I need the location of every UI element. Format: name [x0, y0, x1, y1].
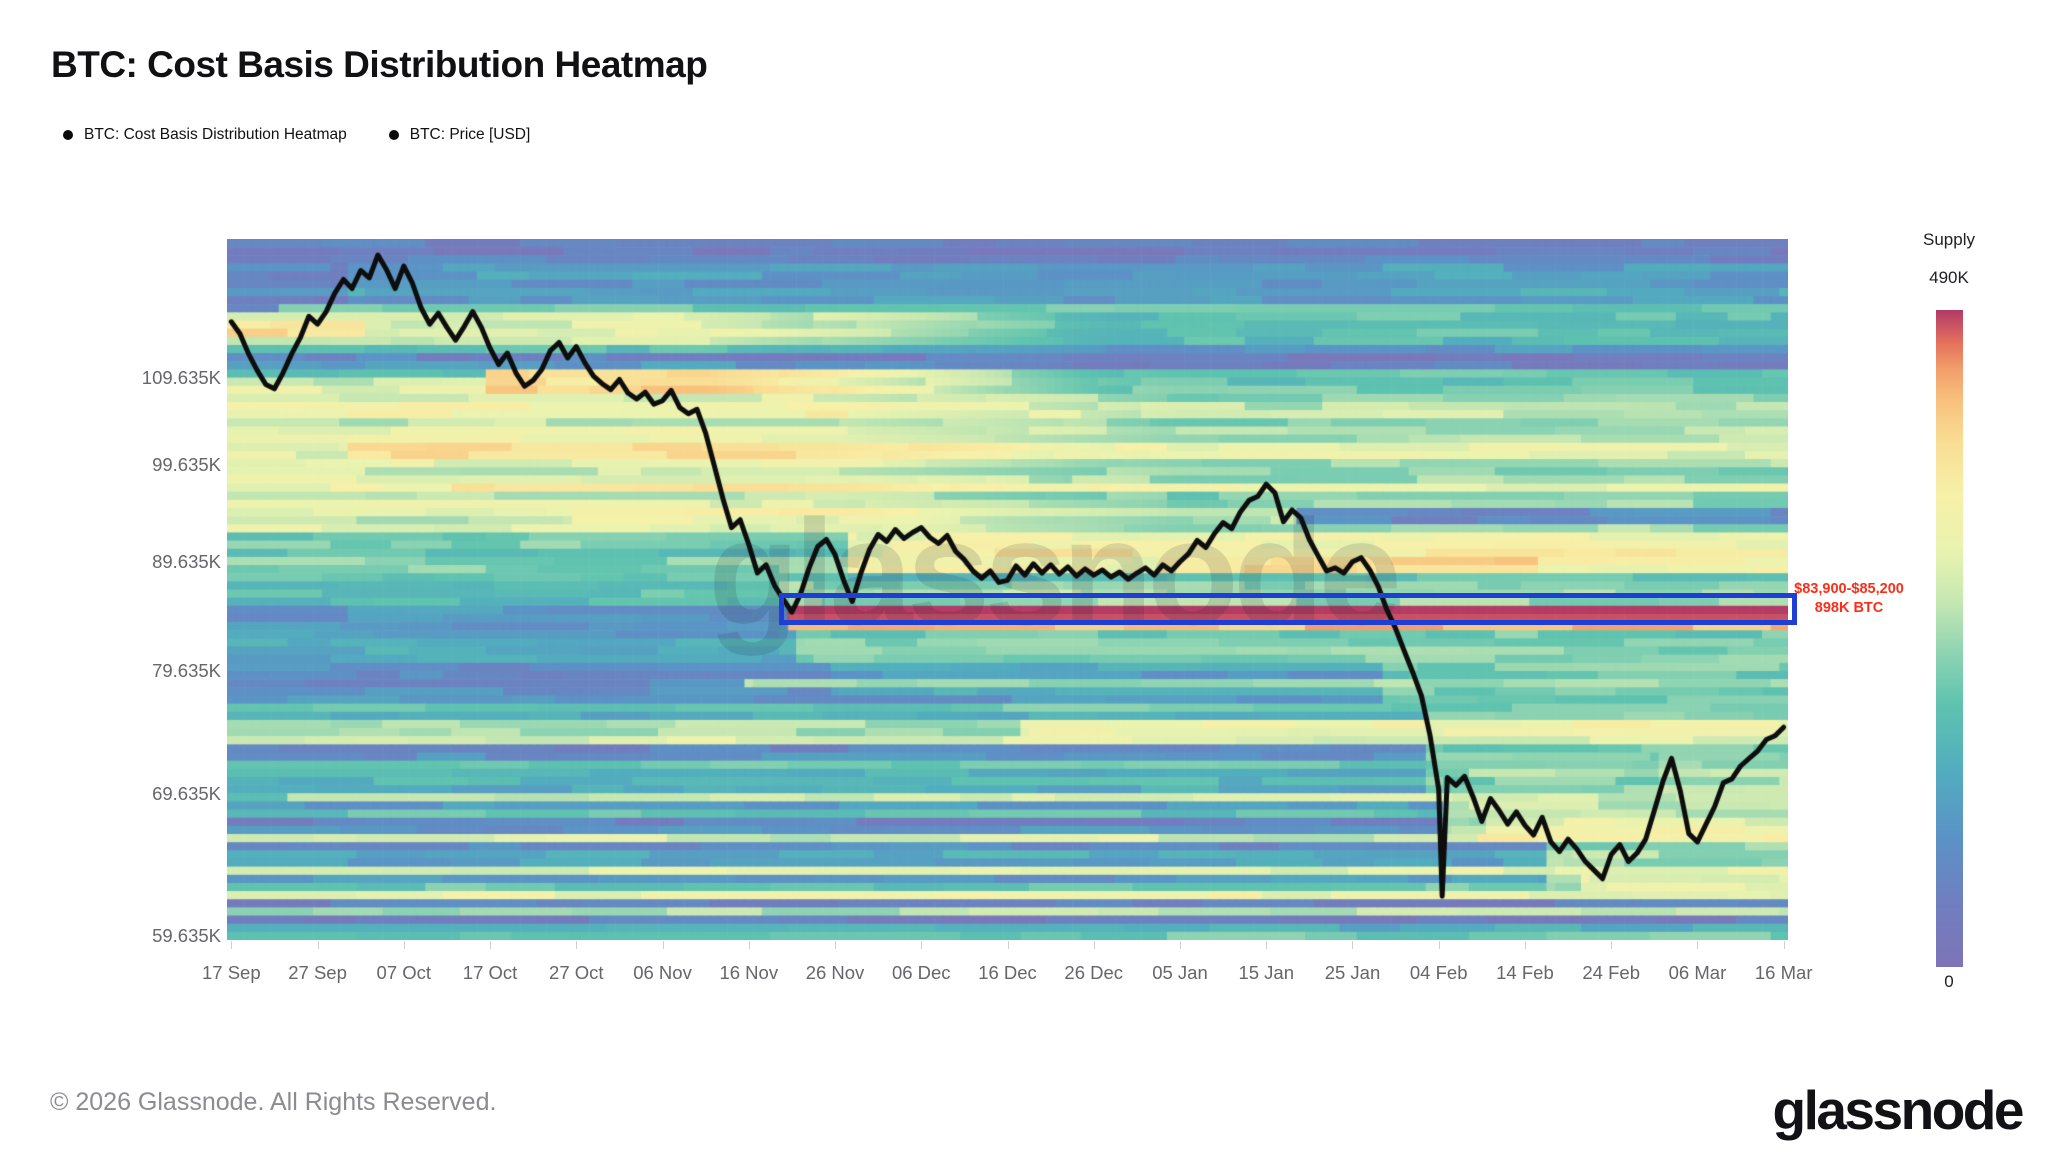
legend-item-1[interactable]: BTC: Price [USD] [388, 126, 531, 144]
x-axis-label: 15 Jan [1238, 962, 1294, 983]
x-axis-tick [1093, 941, 1095, 949]
cost-basis-heatmap-canvas[interactable] [227, 239, 1788, 940]
x-axis-tick [231, 941, 233, 949]
legend-item-0[interactable]: BTC: Cost Basis Distribution Heatmap [63, 126, 347, 144]
x-axis-tick [1697, 941, 1699, 949]
x-axis-label: 06 Dec [891, 962, 951, 983]
x-axis-tick [662, 941, 664, 949]
y-axis-label: 59.635K [152, 925, 221, 947]
colorbar-title: Supply [1923, 230, 1975, 249]
y-axis-label: 89.635K [152, 551, 221, 573]
x-axis-label: 05 Jan [1152, 962, 1208, 983]
x-axis-label: 16 Nov [719, 962, 779, 983]
x-axis-tick [1611, 941, 1613, 949]
x-axis-tick [1352, 941, 1354, 949]
y-axis-label: 79.635K [152, 659, 221, 681]
page-title: BTC: Cost Basis Distribution Heatmap [51, 44, 708, 85]
annotation-supply: 898K BTC [1814, 600, 1884, 617]
x-axis-tick [748, 941, 750, 949]
x-axis-label: 27 Sep [288, 962, 347, 983]
heatmap-plot-area: glassnode [227, 239, 1788, 940]
y-axis-label: 99.635K [152, 454, 221, 476]
x-axis-tick [1007, 941, 1009, 949]
annotation-price-range: $83,900-$85,200 [1794, 580, 1904, 597]
x-axis-tick [490, 941, 492, 949]
x-axis-label: 26 Nov [805, 962, 865, 983]
x-axis-tick [317, 941, 319, 949]
x-axis-tick [835, 941, 836, 949]
x-axis-label: 14 Feb [1496, 962, 1554, 983]
legend-label: BTC: Cost Basis Distribution Heatmap [84, 126, 347, 143]
colorbar-min-label: 0 [1944, 972, 1954, 991]
legend-dot-icon [63, 130, 73, 140]
x-axis-tick [1266, 941, 1268, 949]
legend-dot-icon [388, 130, 399, 140]
x-axis-tick [576, 941, 578, 949]
y-axis-label: 109.635K [141, 366, 221, 388]
legend-label: BTC: Price [USD] [409, 126, 531, 143]
x-axis-label: 06 Nov [633, 962, 692, 983]
x-axis-label: 06 Mar [1668, 962, 1727, 983]
copyright-text: © 2026 Glassnode. All Rights Reserved. [50, 1088, 497, 1116]
x-axis-tick [1524, 941, 1526, 949]
x-axis-tick [1783, 941, 1785, 949]
supply-annotation: $83,900-$85,200 898K BTC [1786, 580, 1912, 619]
x-axis-label: 17 Oct [462, 962, 518, 983]
glassnode-logo[interactable]: glassnode [1772, 1079, 2024, 1141]
x-axis-tick [1438, 941, 1440, 949]
x-axis-label: 04 Feb [1409, 962, 1468, 983]
x-axis-tick [921, 941, 923, 949]
x-axis-label: 16 Dec [978, 962, 1037, 983]
x-axis-tick [403, 941, 405, 949]
x-axis-label: 07 Oct [376, 962, 432, 983]
x-axis-tick [1179, 941, 1181, 949]
x-axis-label: 26 Dec [1064, 962, 1124, 983]
chart-legend: BTC: Cost Basis Distribution Heatmap BTC:… [63, 126, 530, 144]
colorbar-gradient [1936, 310, 1963, 967]
x-axis-label: 16 Mar [1754, 962, 1813, 983]
x-axis-label: 24 Feb [1582, 962, 1640, 983]
colorbar-max-label: 490K [1929, 268, 1969, 287]
y-axis-label: 69.635K [152, 783, 221, 805]
x-axis-label: 25 Jan [1324, 962, 1381, 983]
x-axis-label: 27 Oct [549, 962, 604, 983]
x-axis-label: 17 Sep [201, 962, 261, 983]
